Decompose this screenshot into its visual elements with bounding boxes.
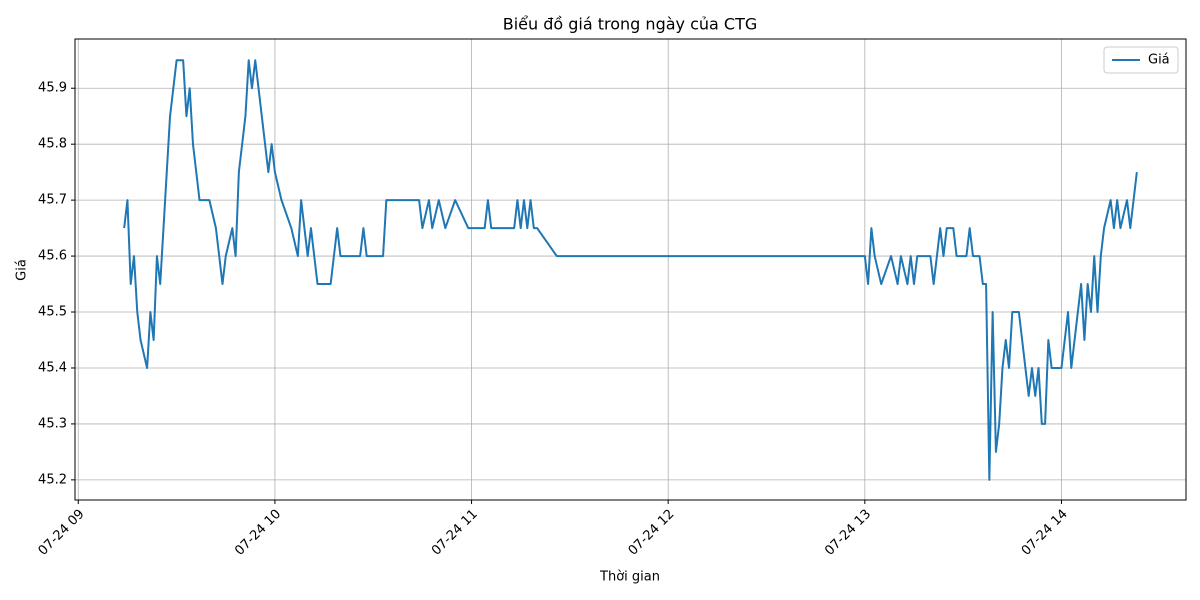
y-axis-label: Giá [15, 259, 30, 281]
legend-box [1103, 46, 1179, 74]
y-tick-label: 45.7 [38, 193, 67, 208]
y-tick-label: 45.5 [38, 305, 67, 320]
plot-frame [74, 38, 1187, 501]
y-tick-label: 45.6 [38, 249, 67, 264]
y-tick-label: 45.2 [38, 472, 67, 487]
chart-title: Biểu đồ giá trong ngày của CTG [503, 15, 758, 34]
y-tick-label: 45.3 [38, 416, 67, 431]
y-tick-label: 45.4 [38, 360, 67, 375]
y-tick-label: 45.9 [38, 81, 67, 96]
x-axis-label: Thời gian [599, 570, 660, 585]
legend-label: Giá [1148, 53, 1170, 68]
y-tick-label: 45.8 [38, 137, 67, 152]
price-line [123, 59, 1138, 481]
